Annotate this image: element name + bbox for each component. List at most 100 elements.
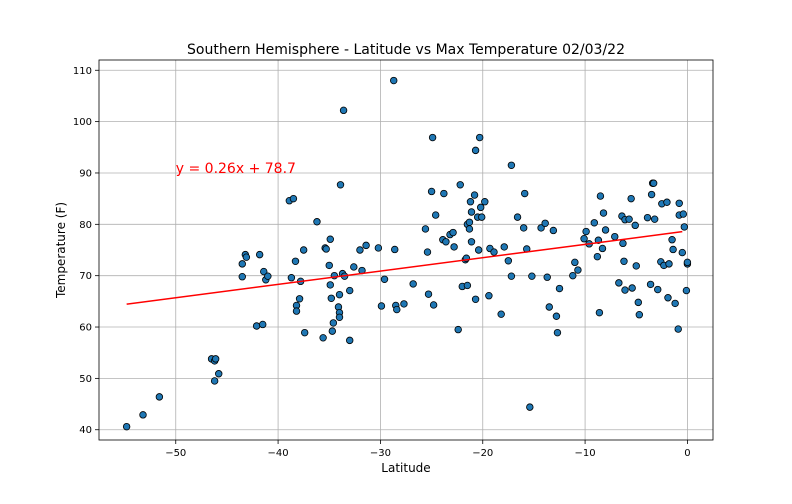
- data-point: [643, 213, 652, 222]
- data-point: [620, 257, 628, 265]
- data-point: [300, 328, 309, 337]
- data-point: [625, 215, 633, 223]
- data-point: [513, 213, 522, 221]
- data-point: [295, 295, 304, 303]
- data-point: [552, 312, 561, 320]
- data-point: [504, 257, 513, 265]
- x-tick-label: 0: [684, 448, 690, 459]
- data-point: [654, 285, 662, 294]
- data-point: [683, 258, 692, 267]
- chart-title: Southern Hemisphere - Latitude vs Max Te…: [187, 42, 625, 58]
- data-point: [291, 257, 300, 265]
- data-point: [252, 322, 261, 330]
- data-point: [646, 280, 655, 289]
- x-tick-label: −40: [268, 448, 289, 459]
- data-point: [500, 243, 508, 251]
- data-point: [555, 284, 564, 293]
- data-point: [210, 377, 219, 385]
- y-tick-label: 40: [79, 425, 92, 436]
- data-point: [409, 280, 417, 288]
- x-axis-label: Latitude: [381, 461, 430, 475]
- data-point: [463, 281, 472, 290]
- data-point: [553, 328, 562, 337]
- data-point: [456, 181, 464, 189]
- data-point: [400, 300, 408, 308]
- data-point: [467, 238, 476, 246]
- data-point: [634, 298, 642, 307]
- data-point: [299, 246, 308, 254]
- data-point: [601, 226, 610, 234]
- data-point: [665, 260, 673, 268]
- data-point: [238, 273, 246, 281]
- data-point: [421, 225, 430, 233]
- data-point: [211, 355, 220, 363]
- data-point: [669, 245, 677, 254]
- data-point: [155, 393, 164, 401]
- data-point: [485, 292, 493, 300]
- data-point: [450, 243, 458, 251]
- data-point: [580, 235, 588, 243]
- data-point: [571, 258, 579, 267]
- data-point: [346, 286, 354, 295]
- data-point: [615, 279, 623, 287]
- data-point: [519, 224, 528, 232]
- data-point: [477, 203, 485, 212]
- data-point: [327, 294, 335, 302]
- data-point: [335, 313, 344, 321]
- data-point: [139, 411, 147, 419]
- data-point: [680, 223, 689, 231]
- data-point: [377, 302, 386, 310]
- data-point: [632, 262, 640, 270]
- y-tick-label: 80: [79, 220, 92, 231]
- data-point: [259, 320, 267, 329]
- x-tick-label: −10: [575, 448, 596, 459]
- data-point: [362, 241, 370, 250]
- data-point: [635, 311, 644, 319]
- data-point: [590, 219, 598, 227]
- data-point: [380, 275, 389, 283]
- data-point: [543, 273, 551, 281]
- data-point: [582, 227, 590, 236]
- data-point: [569, 271, 577, 280]
- data-point: [356, 246, 364, 254]
- y-tick-label: 110: [73, 66, 92, 77]
- data-point: [537, 224, 545, 232]
- data-point: [474, 246, 483, 254]
- data-point: [481, 198, 489, 206]
- data-point: [611, 232, 619, 241]
- data-point: [431, 211, 440, 219]
- data-point: [313, 218, 321, 226]
- data-point: [328, 327, 337, 335]
- data-point: [674, 325, 682, 333]
- data-point: [319, 334, 327, 342]
- data-point: [287, 274, 296, 282]
- data-point: [335, 290, 344, 299]
- y-tick-label: 100: [73, 117, 92, 128]
- data-point: [423, 248, 432, 256]
- data-point: [478, 213, 486, 221]
- data-point: [619, 239, 627, 248]
- data-point: [374, 244, 383, 252]
- regression-line-group: [126, 230, 683, 305]
- data-point: [621, 286, 629, 294]
- data-point: [599, 209, 608, 217]
- data-point: [390, 76, 398, 85]
- data-point: [215, 370, 223, 378]
- regression-line: [126, 230, 683, 305]
- data-point: [631, 221, 639, 230]
- data-point: [526, 403, 534, 411]
- data-point: [260, 267, 268, 276]
- plot-frame: [98, 59, 714, 441]
- data-point: [649, 179, 658, 187]
- x-tick-label: −20: [472, 448, 493, 459]
- data-point: [326, 235, 334, 243]
- data-point: [442, 238, 450, 246]
- data-point: [671, 299, 679, 308]
- data-point: [507, 272, 516, 280]
- data-point: [675, 199, 683, 207]
- data-point: [574, 266, 582, 274]
- data-point: [541, 219, 549, 227]
- data-point: [465, 225, 474, 233]
- data-point: [682, 286, 691, 295]
